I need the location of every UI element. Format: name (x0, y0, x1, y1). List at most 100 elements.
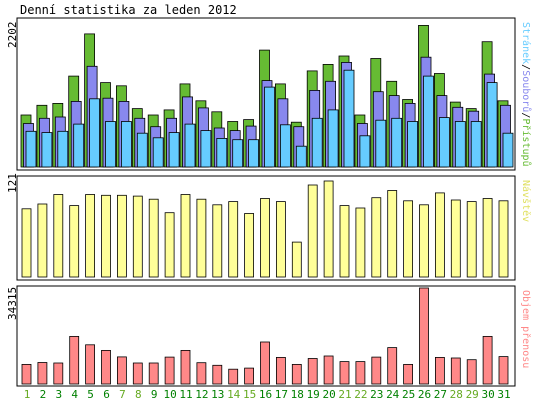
day-label-12: 12 (195, 388, 208, 401)
pages-bar-6 (105, 121, 116, 168)
kbytes-bar-22 (355, 361, 366, 385)
legend-pages: Stránek (520, 22, 531, 65)
middle-panel-frame (16, 175, 516, 281)
pages-bar-14 (232, 139, 244, 168)
pages-bar-26 (423, 75, 434, 168)
day-label-10: 10 (163, 388, 176, 401)
day-label-14: 14 (227, 388, 241, 401)
kbytes-bar-8 (132, 362, 143, 385)
visits-bar-8 (132, 195, 143, 278)
kbytes-bar-29 (466, 359, 477, 385)
kbytes-bar-3 (53, 362, 64, 385)
kbytes-bar-25 (403, 363, 414, 385)
pages-bar-25 (407, 121, 419, 168)
day-label-11: 11 (179, 388, 192, 401)
kbytes-bar-21 (339, 361, 350, 385)
kbytes-bar-30 (482, 335, 493, 385)
day-label-3: 3 (55, 388, 62, 401)
pages-bar-9 (152, 137, 164, 168)
kbytes-bar-9 (148, 362, 159, 385)
top-panel-frame (16, 17, 516, 171)
kbytes-bar-4 (69, 335, 80, 385)
visits-bar-15 (244, 213, 255, 278)
visits-bar-3 (53, 194, 64, 278)
kbytes-bar-13 (212, 364, 223, 385)
kbytes-bar-18 (291, 363, 302, 385)
kbytes-bar-16 (260, 341, 270, 385)
kbytes-bar-17 (275, 356, 286, 385)
kbytes-bar-27 (434, 356, 445, 385)
day-label-18: 18 (291, 388, 304, 401)
day-label-4: 4 (71, 388, 78, 401)
visits-bar-5 (85, 194, 95, 278)
kbytes-bar-2 (37, 362, 48, 385)
visits-bar-10 (164, 212, 175, 278)
visits-bar-7 (117, 194, 127, 278)
kbytes-bar-10 (164, 356, 175, 385)
bottom-panel-legend: Objem přenosu (520, 290, 531, 369)
day-label-25: 25 (402, 388, 415, 401)
legend-hits: Přístupů (520, 118, 531, 167)
pages-bar-17 (279, 124, 291, 168)
pages-bar-1 (25, 130, 37, 168)
pages-bar-29 (470, 121, 482, 168)
day-label-23: 23 (370, 388, 383, 401)
day-label-15: 15 (243, 388, 256, 401)
middle-panel-legend: Návštěv (520, 180, 531, 223)
pages-bar-7 (121, 121, 132, 168)
day-label-9: 9 (151, 388, 158, 401)
kbytes-bar-19 (307, 358, 318, 385)
visits-bar-13 (212, 204, 223, 278)
pages-bar-12 (200, 130, 212, 168)
visits-bar-16 (260, 198, 270, 278)
day-label-21: 21 (338, 388, 351, 401)
day-label-28: 28 (450, 388, 463, 401)
day-label-7: 7 (119, 388, 126, 401)
chart-title: Denní statistika za leden 2012 (20, 3, 237, 17)
kbytes-bar-5 (85, 344, 95, 385)
pages-bar-4 (73, 123, 85, 168)
middle-panel-ymax-label: 121 (6, 173, 19, 193)
top-panel-ymax-label: 2202 (6, 21, 19, 49)
visits-bar-18 (291, 241, 302, 278)
visits-bar-20 (323, 180, 334, 278)
day-label-5: 5 (87, 388, 94, 401)
bottom-panel-ymax-label: 34315 (6, 286, 19, 320)
visits-bar-12 (196, 198, 207, 278)
kbytes-bar-20 (323, 355, 334, 385)
day-label-29: 29 (466, 388, 479, 401)
day-label-17: 17 (275, 388, 288, 401)
pages-bar-3 (57, 130, 69, 168)
day-label-31: 31 (497, 388, 510, 401)
visits-bar-2 (37, 203, 48, 278)
day-label-19: 19 (307, 388, 320, 401)
pages-bar-15 (248, 139, 260, 168)
day-label-20: 20 (322, 388, 335, 401)
visits-bar-26 (419, 204, 429, 278)
visits-bar-21 (339, 205, 350, 278)
day-label-27: 27 (434, 388, 447, 401)
kbytes-bar-7 (117, 356, 127, 385)
day-label-6: 6 (103, 388, 110, 401)
kbytes-bar-31 (498, 356, 509, 385)
day-label-1: 1 (24, 388, 31, 401)
visits-bar-27 (434, 192, 445, 278)
kbytes-bar-23 (371, 356, 382, 385)
day-label-16: 16 (259, 388, 272, 401)
legend-files: Souborů (520, 70, 531, 113)
visits-bar-19 (307, 184, 318, 278)
kbytes-bar-11 (180, 349, 191, 385)
day-label-30: 30 (481, 388, 494, 401)
pages-bar-20 (327, 109, 339, 168)
pages-bar-11 (184, 123, 196, 168)
pages-bar-16 (264, 86, 275, 168)
pages-bar-19 (311, 117, 323, 168)
visits-bar-14 (228, 201, 239, 278)
kbytes-bar-12 (196, 362, 207, 385)
visits-bar-30 (482, 198, 493, 278)
kbytes-bar-26 (419, 287, 429, 385)
day-label-24: 24 (386, 388, 400, 401)
visits-bar-4 (69, 205, 80, 278)
